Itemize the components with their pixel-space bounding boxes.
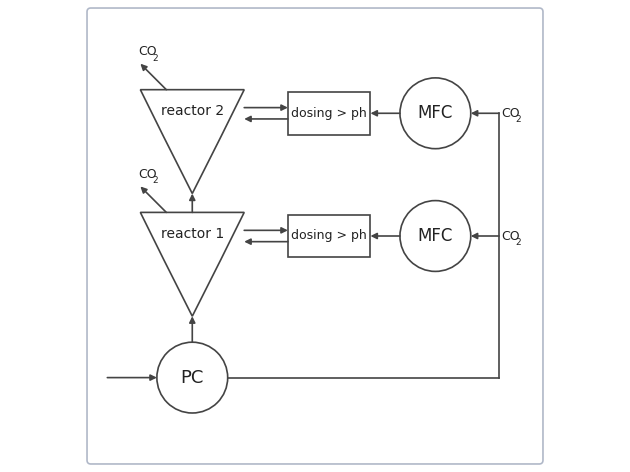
Text: CO: CO bbox=[138, 45, 157, 59]
Text: 2: 2 bbox=[515, 237, 521, 247]
Text: reactor 2: reactor 2 bbox=[161, 104, 224, 118]
Text: MFC: MFC bbox=[418, 227, 453, 245]
Ellipse shape bbox=[400, 78, 471, 149]
Text: 2: 2 bbox=[152, 53, 158, 63]
Bar bbox=[288, 215, 370, 257]
Text: reactor 1: reactor 1 bbox=[161, 227, 224, 241]
Text: 2: 2 bbox=[152, 176, 158, 185]
Text: MFC: MFC bbox=[418, 104, 453, 122]
Polygon shape bbox=[140, 90, 244, 194]
Text: PC: PC bbox=[181, 369, 204, 387]
Text: dosing > ph: dosing > ph bbox=[291, 107, 367, 120]
Text: 2: 2 bbox=[515, 115, 521, 124]
Ellipse shape bbox=[157, 342, 227, 413]
Text: CO: CO bbox=[501, 107, 520, 120]
Bar bbox=[288, 92, 370, 135]
Ellipse shape bbox=[400, 201, 471, 271]
Text: CO: CO bbox=[138, 168, 157, 181]
FancyBboxPatch shape bbox=[87, 8, 543, 464]
Text: CO: CO bbox=[501, 229, 520, 243]
Polygon shape bbox=[140, 212, 244, 316]
Text: dosing > ph: dosing > ph bbox=[291, 229, 367, 243]
